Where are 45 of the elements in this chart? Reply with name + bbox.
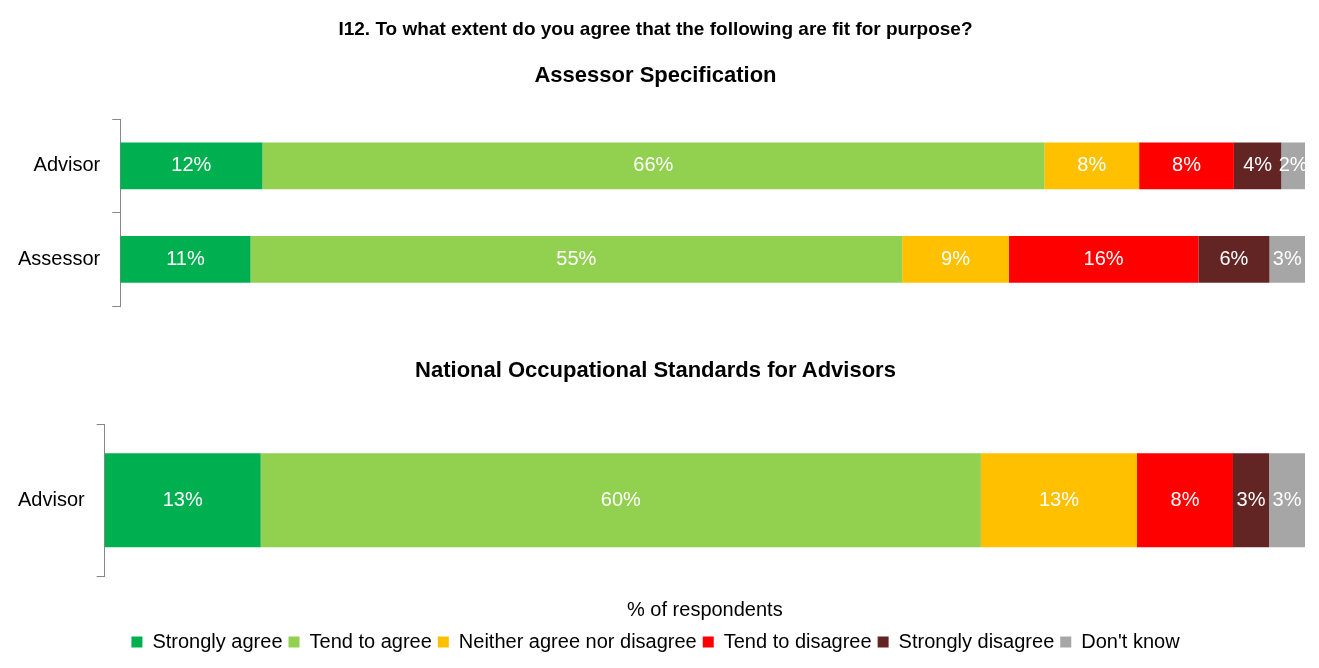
data-label: 8% [1172,153,1202,176]
chart-title: I12. To what extent do you agree that the following are fit for purpose? [338,17,973,39]
bar [1044,142,1140,190]
data-label: 9% [941,246,971,269]
data-label: 11% [166,246,205,269]
bar [120,142,263,190]
bar [120,235,251,283]
data-label: 8% [1170,487,1200,510]
bar [1139,142,1234,190]
legend-label: Strongly agree [152,629,283,652]
bar [980,453,1137,548]
data-label: 3% [1272,246,1302,269]
data-label: 66% [633,153,674,176]
data-label: 55% [556,246,597,269]
y-tick-label: Advisor [33,153,101,176]
bar [104,453,261,548]
data-label: 16% [1083,246,1124,269]
legend-label: Don't know [1081,629,1181,652]
bar [1008,235,1199,283]
data-label: 3% [1236,487,1266,510]
data-label: 6% [1219,246,1249,269]
bar [1198,235,1270,283]
data-label: 13% [1038,487,1080,510]
y-tick-label: Assessor [18,246,101,269]
data-label: 12% [171,153,212,176]
data-label: 8% [1077,153,1107,176]
chart-subtitle: Assessor Specification [534,62,777,88]
bar [262,142,1045,190]
data-label: 3% [1272,487,1302,510]
y-tick-label: Advisor [17,487,86,510]
bar [1232,453,1269,548]
chart-title: National Occupational Standards for Advisors [415,357,896,383]
legend-label: Strongly disagree [898,629,1055,652]
bar [902,235,1009,283]
legend-label: Neither agree nor disagree [458,629,697,652]
bar [1268,453,1305,548]
legend-label: Tend to agree [309,629,432,652]
bar [250,235,903,283]
bar [1136,453,1233,548]
x-axis-title: % of respondents [627,597,783,620]
data-label: 13% [162,487,203,510]
legend-label: Tend to disagree [723,629,872,652]
data-label: 60% [600,487,642,510]
bar [260,453,981,548]
data-label: 4% [1243,153,1273,176]
